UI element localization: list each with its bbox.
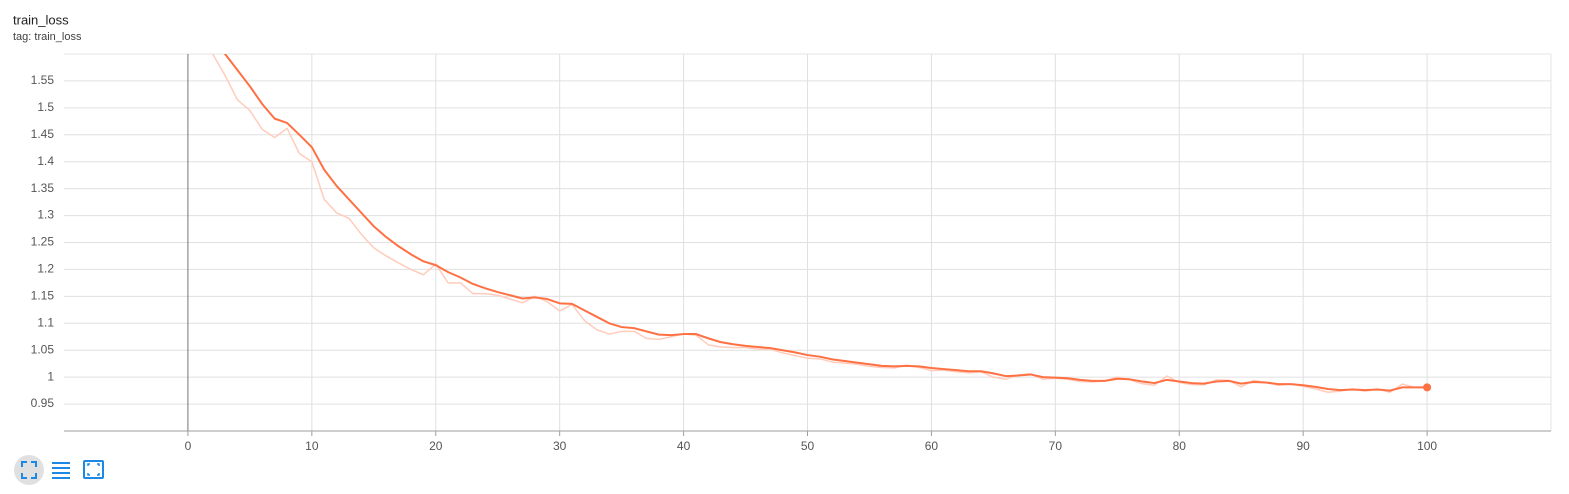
y-tick-label: 1.05 <box>31 342 55 356</box>
y-tick-label: 1.45 <box>31 127 55 141</box>
y-tick-label: 1.5 <box>37 100 54 114</box>
fit-button-bg <box>14 455 44 485</box>
x-tick-label: 20 <box>429 439 443 453</box>
y-tick-label: 1.3 <box>37 208 54 222</box>
chart-subtitle: tag: train_loss <box>13 31 82 43</box>
x-tick-label: 0 <box>185 439 192 453</box>
log-toggle-button[interactable] <box>52 462 70 479</box>
y-tick-label: 1.1 <box>37 315 54 329</box>
x-tick-label: 90 <box>1296 439 1310 453</box>
y-tick-label: 1.35 <box>31 181 55 195</box>
last-point <box>1423 383 1432 392</box>
toolbar <box>14 455 104 485</box>
x-tick-label: 100 <box>1417 439 1437 453</box>
x-tick-label: 50 <box>801 439 815 453</box>
series-line <box>223 54 1428 392</box>
y-tick-label: 1.55 <box>31 73 55 87</box>
x-tick-label: 80 <box>1173 439 1187 453</box>
x-tick-label: 30 <box>553 439 567 453</box>
y-tick-label: 1.15 <box>31 289 55 303</box>
y-tick-label: 0.95 <box>31 396 55 410</box>
y-tick-label: 1.25 <box>31 235 55 249</box>
plot-area <box>212 54 1428 393</box>
x-tick-label: 70 <box>1049 439 1063 453</box>
y-tick-label: 1 <box>47 369 54 383</box>
series-line <box>212 54 1428 393</box>
y-tick-label: 1.4 <box>37 154 54 168</box>
grid: 0.95 1 1.05 1.1 1.15 1.2 1.25 1.3 1.35 1.4 1.45 1.5… <box>31 53 1552 453</box>
x-tick-label: 40 <box>677 439 691 453</box>
y-tick-label: 1.2 <box>37 262 54 276</box>
chart-title: train_loss <box>13 12 69 27</box>
expand-button[interactable] <box>83 460 104 479</box>
x-tick-label: 10 <box>305 439 319 453</box>
x-tick-label: 60 <box>925 439 939 453</box>
fit-button[interactable] <box>21 461 37 479</box>
